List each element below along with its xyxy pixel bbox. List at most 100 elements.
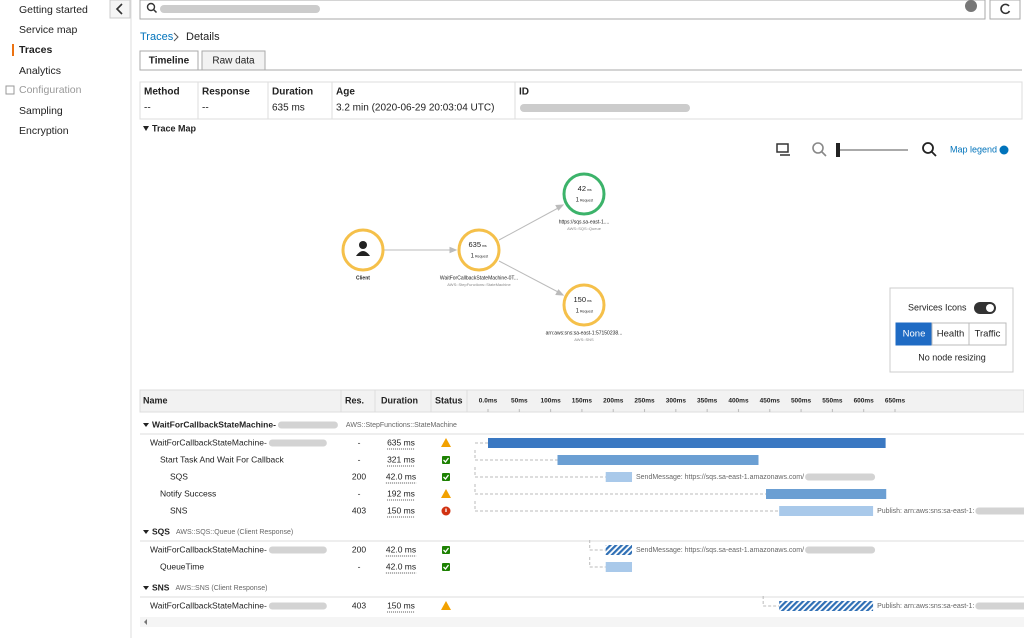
node-type: AWS::StepFunctions::StateMachine bbox=[447, 282, 511, 287]
check bbox=[443, 564, 450, 570]
blurred-text bbox=[268, 546, 327, 554]
client-node[interactable] bbox=[341, 228, 385, 272]
zoom-out[interactable] bbox=[812, 142, 824, 154]
duration-link[interactable]: 42.0 ms bbox=[386, 471, 416, 481]
sidebar bbox=[0, 0, 131, 638]
duration-link[interactable]: 635 ms bbox=[387, 437, 415, 447]
scroll-arrow[interactable] bbox=[144, 619, 147, 625]
response-code: 403 bbox=[352, 505, 366, 515]
fit-icon[interactable] bbox=[776, 143, 789, 153]
status-warning bbox=[441, 601, 451, 610]
zoom-in bbox=[931, 151, 937, 157]
arrowhead bbox=[449, 246, 458, 254]
filter-button[interactable] bbox=[968, 322, 1007, 346]
service-node[interactable] bbox=[562, 172, 606, 216]
tab[interactable] bbox=[139, 50, 199, 71]
row-name: SQS bbox=[170, 471, 188, 481]
panel-label: Services Icons bbox=[908, 302, 967, 312]
x-tick-label: 350ms bbox=[697, 398, 718, 405]
info-icon[interactable] bbox=[999, 145, 1009, 155]
x-tick-label: 550ms bbox=[822, 398, 843, 405]
service-node[interactable] bbox=[562, 283, 606, 327]
node-type: AWS::SNS bbox=[574, 337, 594, 342]
summary-header: ID bbox=[519, 87, 529, 98]
zoom-in[interactable] bbox=[922, 142, 934, 154]
collapse-button[interactable] bbox=[109, 0, 131, 19]
search-icon bbox=[146, 2, 156, 12]
row-name: Start Task And Wait For Callback bbox=[160, 454, 285, 464]
status-warning bbox=[441, 438, 451, 447]
group-name: SNS bbox=[152, 582, 170, 592]
summary-header: Response bbox=[202, 87, 250, 98]
refresh-button[interactable] bbox=[989, 0, 1021, 20]
node-requests: 1 bbox=[471, 254, 475, 260]
filter-button-label: None bbox=[903, 329, 926, 340]
x-tick-label: 300ms bbox=[666, 398, 687, 405]
tab[interactable] bbox=[201, 50, 266, 71]
row-name: WaitForCallbackStateMachine- bbox=[150, 544, 267, 554]
node-requests: 1 bbox=[576, 198, 580, 204]
node-name: https://sqs.sa-east-1.... bbox=[559, 219, 610, 225]
service-node[interactable] bbox=[457, 228, 501, 272]
nav-item[interactable]: Configuration bbox=[19, 84, 82, 96]
blurred-text bbox=[277, 421, 338, 429]
group-type: AWS::StepFunctions::StateMachine bbox=[346, 422, 457, 429]
duration-link[interactable]: 150 ms bbox=[387, 505, 415, 515]
filter-button-label: Traffic bbox=[975, 329, 1001, 340]
row-name: SNS bbox=[170, 505, 188, 515]
duration-link[interactable]: 321 ms bbox=[387, 454, 415, 464]
nav-item[interactable]: Encryption bbox=[19, 125, 69, 137]
search-box[interactable] bbox=[139, 0, 986, 20]
nav-item[interactable]: Traces bbox=[19, 44, 52, 56]
filter-button-label: Health bbox=[937, 329, 964, 340]
map-edge bbox=[498, 260, 561, 294]
collapse-triangle[interactable] bbox=[143, 423, 149, 427]
duration-link[interactable]: 42.0 ms bbox=[386, 561, 416, 571]
zoom-handle[interactable] bbox=[836, 143, 840, 157]
timeline-bar[interactable] bbox=[488, 438, 886, 448]
check bbox=[443, 547, 450, 553]
active-indicator bbox=[12, 44, 14, 56]
column-header: Name bbox=[143, 395, 168, 405]
collapse-triangle[interactable] bbox=[143, 586, 149, 590]
response-code: 200 bbox=[352, 544, 366, 554]
bar-annotation: SendMessage: https://sqs.sa-east-1.amazo… bbox=[636, 547, 804, 554]
node-label: Client bbox=[356, 275, 370, 281]
collapse-triangle[interactable] bbox=[143, 126, 149, 131]
row-name: WaitForCallbackStateMachine- bbox=[150, 437, 267, 447]
collapse-triangle[interactable] bbox=[143, 530, 149, 534]
timeline-bar[interactable] bbox=[557, 455, 759, 465]
blurred-text bbox=[160, 5, 320, 13]
duration-link[interactable]: 42.0 ms bbox=[386, 544, 416, 554]
scrollbar[interactable] bbox=[140, 617, 1024, 627]
breadcrumb-link[interactable]: Traces bbox=[140, 31, 174, 43]
toggle-knob bbox=[986, 304, 994, 312]
duration-link[interactable]: 192 ms bbox=[387, 488, 415, 498]
timeline-bar[interactable] bbox=[605, 545, 633, 555]
timeline-bar[interactable] bbox=[605, 472, 633, 482]
nav-item[interactable]: Sampling bbox=[19, 105, 63, 117]
duration-link[interactable]: 150 ms bbox=[387, 600, 415, 610]
nav-item[interactable]: Analytics bbox=[19, 65, 61, 77]
response-code: - bbox=[358, 488, 361, 498]
person-icon bbox=[359, 241, 367, 249]
blurred-id bbox=[520, 104, 690, 112]
timeline-bar[interactable] bbox=[605, 562, 633, 572]
group-name: WaitForCallbackStateMachine- bbox=[152, 419, 276, 429]
nav-item[interactable]: Getting started bbox=[19, 4, 88, 16]
x-tick-label: 250ms bbox=[634, 398, 655, 405]
timeline-bar[interactable] bbox=[766, 489, 887, 499]
timeline-bar[interactable] bbox=[779, 506, 874, 516]
summary-value: 635 ms bbox=[272, 103, 305, 114]
timeline-bar[interactable] bbox=[779, 601, 874, 611]
x-tick-label: 500ms bbox=[791, 398, 812, 405]
map-legend-link[interactable]: Map legend bbox=[950, 144, 997, 154]
status-ok bbox=[442, 456, 450, 464]
summary-value: -- bbox=[202, 103, 209, 114]
help-icon[interactable] bbox=[965, 0, 977, 12]
nav-item[interactable]: Service map bbox=[19, 24, 78, 36]
response-code: - bbox=[358, 454, 361, 464]
row-name: Notify Success bbox=[160, 488, 216, 498]
column-header: Res. bbox=[345, 395, 364, 405]
